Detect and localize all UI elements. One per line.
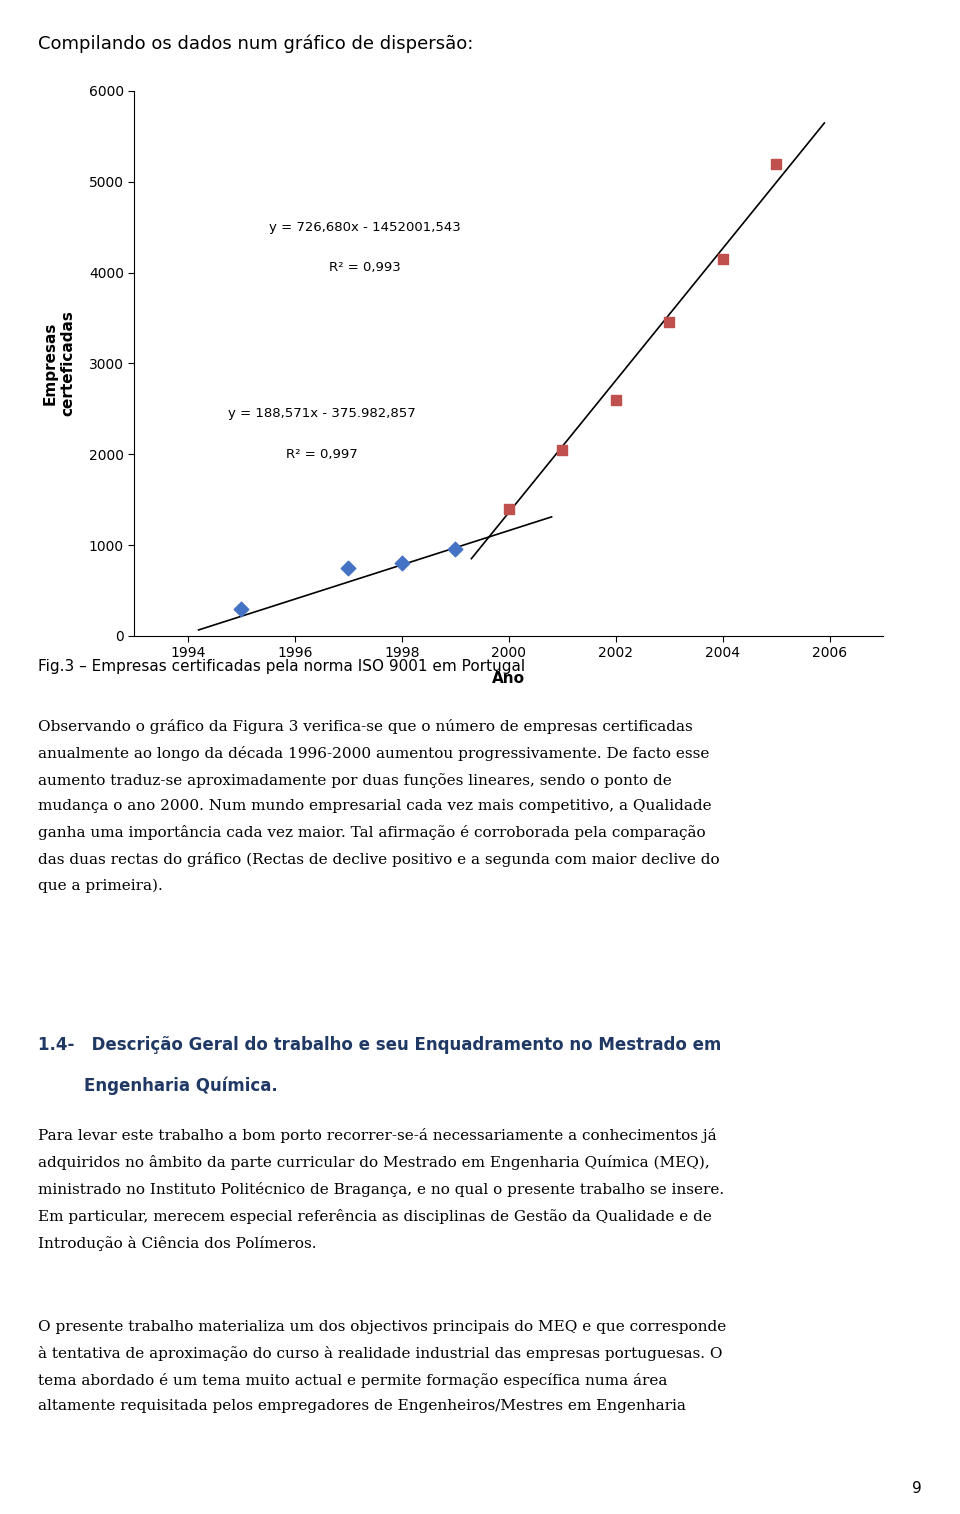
Point [555,438,570,462]
Point [447,536,463,560]
Text: y = 726,680x - 1452001,543: y = 726,680x - 1452001,543 [269,221,460,233]
Point [661,310,677,335]
X-axis label: Ano: Ano [492,671,525,686]
Text: 1.4-   Descrição Geral do trabalho e seu Enquadramento no Mestrado em: 1.4- Descrição Geral do trabalho e seu E… [38,1036,722,1054]
Text: O presente trabalho materializa um dos objectivos principais do MEQ e que corres: O presente trabalho materializa um dos o… [38,1320,727,1413]
Point [233,597,249,621]
Text: R² = 0,993: R² = 0,993 [328,262,400,274]
Point [715,247,731,271]
Text: 9: 9 [912,1481,922,1496]
Point [769,151,784,176]
Text: y = 188,571x - 375.982,857: y = 188,571x - 375.982,857 [228,407,416,419]
Text: Para levar este trabalho a bom porto recorrer-se-á necessariamente a conheciment: Para levar este trabalho a bom porto rec… [38,1128,725,1251]
Point [608,388,623,412]
Text: Observando o gráfico da Figura 3 verifica-se que o número de empresas certificad: Observando o gráfico da Figura 3 verific… [38,719,720,893]
Text: R² = 0,997: R² = 0,997 [286,448,357,460]
Point [341,556,356,580]
Text: Compilando os dados num gráfico de dispersão:: Compilando os dados num gráfico de dispe… [38,35,474,53]
Text: Fig.3 – Empresas certificadas pela norma ISO 9001 em Portugal: Fig.3 – Empresas certificadas pela norma… [38,659,525,674]
Y-axis label: Empresas
certeficadas: Empresas certeficadas [42,310,75,416]
Text: Engenharia Química.: Engenharia Química. [38,1076,278,1095]
Point [395,551,410,575]
Point [501,497,516,521]
